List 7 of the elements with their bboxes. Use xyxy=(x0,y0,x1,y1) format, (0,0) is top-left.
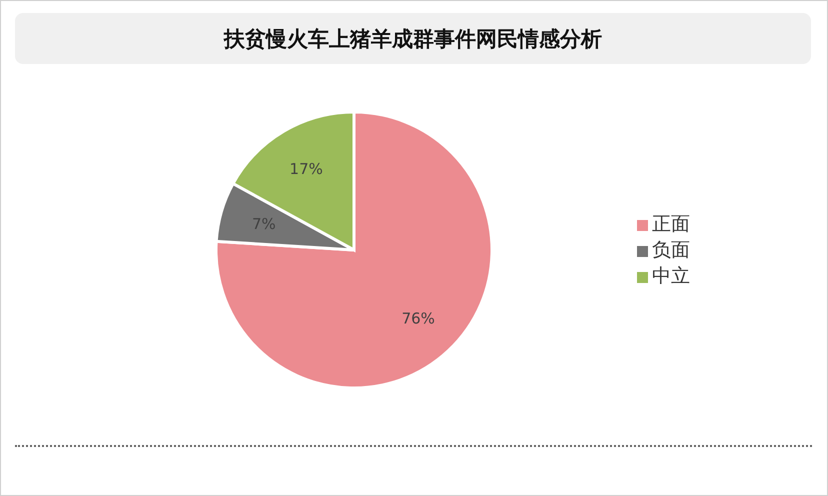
pie-slice xyxy=(214,110,494,390)
data-label: 17% xyxy=(290,160,323,178)
legend-label: 负面 xyxy=(652,239,690,261)
legend-label: 中立 xyxy=(652,265,690,287)
data-label: 76% xyxy=(402,309,435,328)
chart-title: 扶贫慢火车上猪羊成群事件网民情感分析 xyxy=(15,13,811,64)
legend-label: 正面 xyxy=(652,213,690,235)
